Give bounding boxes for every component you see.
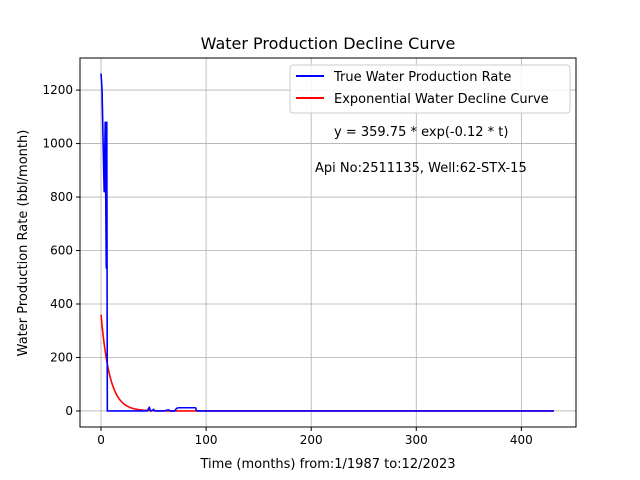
y-tick-label: 1200	[42, 83, 73, 97]
y-tick-label: 400	[50, 297, 73, 311]
y-axis-label: Water Production Rate (bbl/month)	[16, 130, 31, 357]
equation-annotation: y = 359.75 * exp(-0.12 * t)	[334, 125, 508, 140]
well-annotation: Api No:2511135, Well:62-STX-15	[315, 161, 527, 176]
y-tick-label: 600	[50, 244, 73, 258]
legend-box	[289, 64, 571, 114]
chart-title: Water Production Decline Curve	[201, 34, 456, 53]
series-line-true	[100, 73, 554, 412]
tick-layer: 0 100 200 300 400 0 200 400 600 800 1000 1200	[42, 83, 532, 447]
legend-label-exponential: Exponential Water Decline Curve	[334, 92, 549, 107]
series-layer	[100, 73, 554, 412]
grid-layer	[80, 58, 576, 427]
x-tick-label: 0	[97, 433, 105, 447]
x-tick-label: 300	[405, 433, 428, 447]
y-tick-label: 0	[65, 404, 73, 418]
legend: True Water Production Rate Exponential W…	[289, 64, 571, 114]
x-axis-label: Time (months) from:1/1987 to:12/2023	[199, 457, 455, 472]
legend-label-true: True Water Production Rate	[333, 70, 511, 85]
y-tick-label: 800	[50, 190, 73, 204]
x-tick-label: 100	[195, 433, 218, 447]
x-tick-label: 400	[510, 433, 533, 447]
plot-frame	[79, 57, 577, 428]
x-tick-label: 200	[300, 433, 323, 447]
y-tick-label: 1000	[42, 137, 73, 151]
y-tick-label: 200	[50, 350, 73, 364]
